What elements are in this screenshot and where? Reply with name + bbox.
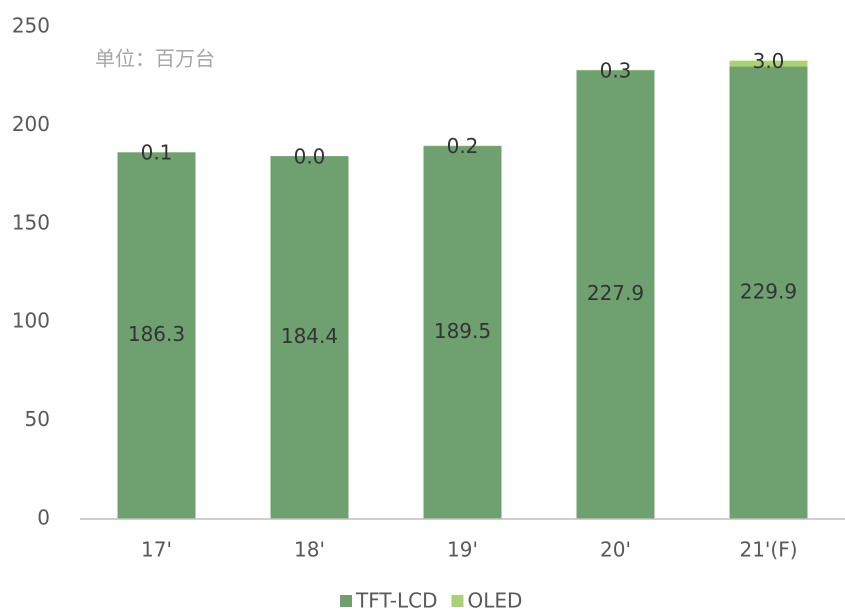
data-label: 189.5 <box>434 319 491 343</box>
data-label: 184.4 <box>281 324 338 348</box>
legend-label: OLED <box>467 589 522 611</box>
y-tick-label: 150 <box>12 210 50 234</box>
y-tick-label: 0 <box>37 506 50 530</box>
unit-annotation: 单位：百万台 <box>95 47 215 71</box>
legend-swatch <box>340 595 352 607</box>
bar-segment <box>576 69 655 71</box>
data-label: 186.3 <box>128 322 185 346</box>
x-tick-label: 17' <box>141 538 172 562</box>
bar-segment <box>117 152 196 519</box>
bar-segment <box>270 156 349 519</box>
bar-segment <box>576 70 655 519</box>
data-label: 0.2 <box>447 134 479 158</box>
x-tick-label: 18' <box>294 538 325 562</box>
data-label: 0.3 <box>600 58 632 82</box>
bar-segment <box>729 60 808 67</box>
x-tick-label: 21'(F) <box>739 538 797 562</box>
data-label: 0.1 <box>141 141 173 165</box>
x-tick-label: 20' <box>600 538 631 562</box>
bar-segment <box>729 66 808 520</box>
y-tick-label: 200 <box>12 112 50 136</box>
data-label: 3.0 <box>753 49 785 73</box>
x-tick-label: 19' <box>447 538 478 562</box>
legend-label: TFT-LCD <box>355 589 437 611</box>
bar-segment <box>423 146 502 519</box>
y-tick-label: 250 <box>12 14 50 38</box>
legend-swatch <box>451 595 464 607</box>
data-label: 227.9 <box>587 281 644 305</box>
data-label: 229.9 <box>740 279 797 303</box>
y-tick-label: 100 <box>12 309 50 333</box>
data-label: 0.0 <box>294 145 326 169</box>
y-tick-label: 50 <box>25 407 50 431</box>
